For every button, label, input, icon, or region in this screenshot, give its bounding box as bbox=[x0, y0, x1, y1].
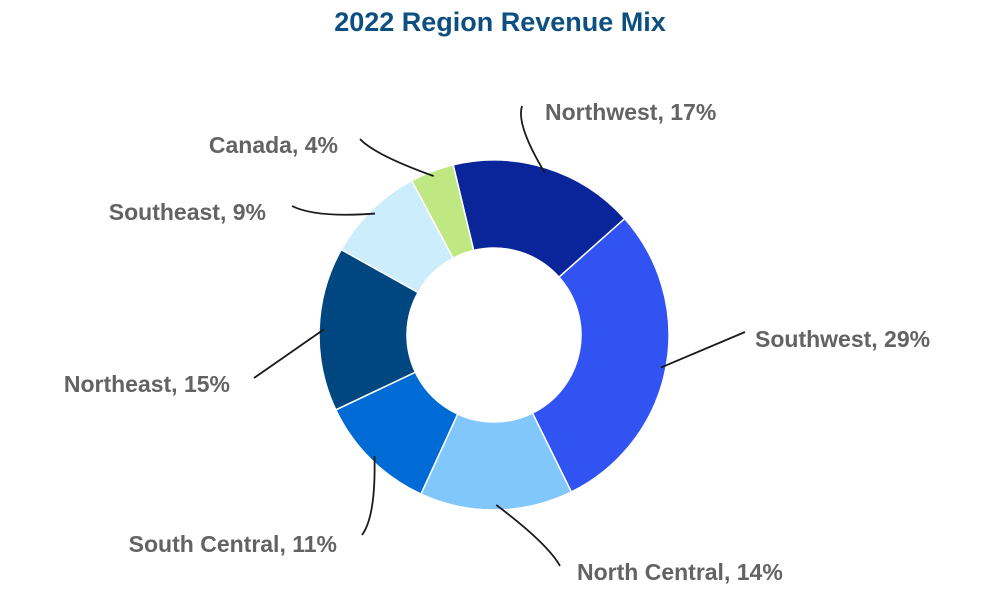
slice-canada bbox=[410, 163, 475, 260]
labels-layer: Northwest, 17% Southwest, 29% North Centra… bbox=[64, 99, 930, 585]
label-southwest: Southwest, 29% bbox=[755, 326, 930, 352]
leader-line-southeast bbox=[291, 205, 376, 216]
leader-line-north-central bbox=[495, 504, 561, 567]
label-north-central: North Central, 14% bbox=[577, 559, 783, 585]
label-northwest: Northwest, 17% bbox=[545, 99, 716, 125]
leader-lines-layer bbox=[253, 105, 746, 567]
slices-layer bbox=[318, 159, 670, 511]
chart-title: 2022 Region Revenue Mix bbox=[334, 7, 666, 37]
slice-northeast bbox=[318, 248, 420, 411]
label-canada: Canada, 4% bbox=[209, 132, 338, 158]
leader-line-northwest bbox=[520, 105, 546, 174]
slice-southwest bbox=[531, 217, 670, 493]
slice-north-central bbox=[419, 412, 573, 511]
slice-northwest bbox=[452, 159, 626, 279]
leader-line-south-central bbox=[361, 455, 376, 536]
label-south-central: South Central, 11% bbox=[129, 531, 337, 557]
label-northeast: Northeast, 15% bbox=[64, 371, 230, 397]
leader-line-southwest bbox=[660, 331, 746, 369]
label-southeast: Southeast, 9% bbox=[109, 199, 266, 225]
leader-line-northeast bbox=[253, 328, 325, 379]
leader-line-canada bbox=[359, 138, 435, 177]
